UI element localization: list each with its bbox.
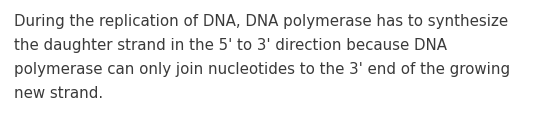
Text: During the replication of DNA, DNA polymerase has to synthesize: During the replication of DNA, DNA polym…: [14, 14, 508, 29]
Text: new strand.: new strand.: [14, 86, 103, 101]
Text: the daughter strand in the 5' to 3' direction because DNA: the daughter strand in the 5' to 3' dire…: [14, 38, 447, 53]
Text: polymerase can only join nucleotides to the 3' end of the growing: polymerase can only join nucleotides to …: [14, 62, 510, 77]
